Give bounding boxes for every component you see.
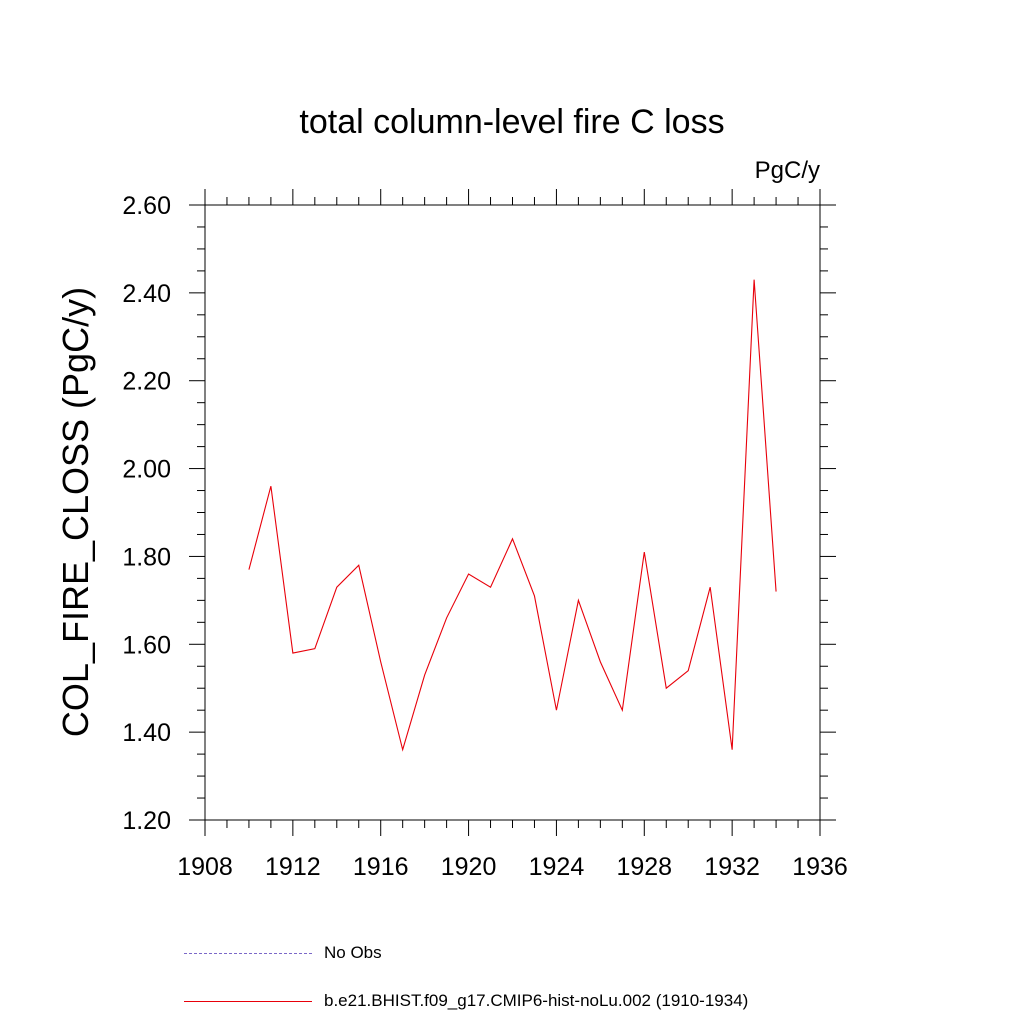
ticks: 1.20 1.40 1.60 1.80 2.00 2.20 2.40 2.60 1908 1912… — [122, 189, 848, 881]
x-tick-label: 1908 — [177, 853, 233, 881]
y-tick-label: 2.20 — [122, 368, 171, 396]
x-tick-label: 1924 — [529, 853, 585, 881]
y-tick-label: 2.40 — [122, 280, 171, 308]
legend-solid-swatch — [184, 1000, 312, 1002]
axes — [204, 204, 821, 821]
legend-label-model-run: b.e21.BHIST.f09_g17.CMIP6-hist-noLu.002 … — [324, 991, 749, 1010]
y-tick-label: 1.40 — [122, 719, 171, 747]
y-tick-label: 2.00 — [122, 456, 171, 484]
y-tick-label: 1.60 — [122, 631, 171, 659]
series-layer — [248, 279, 777, 752]
legend-dashed-swatch — [184, 952, 312, 954]
units-label: PgC/y — [754, 157, 820, 184]
chart-title: total column-level fire C loss — [299, 103, 725, 141]
x-tick-label: 1928 — [616, 853, 672, 881]
x-tick-label: 1932 — [704, 853, 760, 881]
plot-frame — [204, 204, 821, 821]
x-tick-label: 1912 — [265, 853, 321, 881]
y-tick-label: 2.60 — [122, 192, 171, 220]
series-line — [248, 279, 777, 752]
x-tick-label: 1936 — [792, 853, 848, 881]
y-tick-label: 1.20 — [122, 807, 171, 835]
legend-label-no-obs: No Obs — [324, 943, 382, 962]
x-tick-label: 1920 — [441, 853, 497, 881]
legend-item-no-obs: No Obs — [184, 941, 382, 965]
legend-item-model-run: b.e21.BHIST.f09_g17.CMIP6-hist-noLu.002 … — [184, 989, 748, 1013]
x-tick-label: 1916 — [353, 853, 409, 881]
y-tick-label: 1.80 — [122, 543, 171, 571]
